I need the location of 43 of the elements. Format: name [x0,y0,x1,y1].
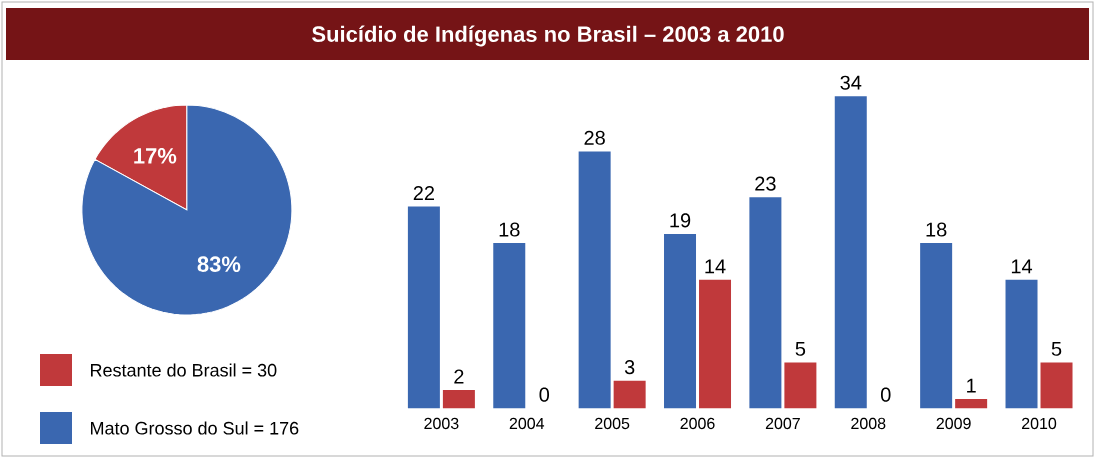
data-label: 34 [840,75,862,90]
data-label: 14 [705,259,726,274]
data-label: 17% [134,148,177,164]
bar [834,96,867,409]
bar [749,197,782,409]
data-label: 28 [584,130,605,145]
bar [955,399,988,409]
chart-title: Suicídio de Indígenas no Brasil – 2003 a 2010 [312,25,784,47]
x-tick-label: 2003 [424,417,459,430]
data-label: 83% [197,256,241,272]
bar [1040,362,1073,409]
bar [664,233,697,409]
data-label: 18 [926,222,947,237]
data-label: 1 [967,378,976,393]
bar [407,206,440,409]
bar [784,362,817,409]
data-label: 5 [795,341,806,356]
data-label: 23 [755,176,776,191]
x-tick-label: 2009 [936,417,971,430]
bar [493,243,526,409]
data-label: 18 [499,222,520,237]
x-tick-label: 2004 [509,417,545,430]
x-tick-label: 2006 [680,417,715,430]
data-label: 0 [880,387,891,402]
data-label: 3 [624,360,635,375]
data-label: 2 [454,369,464,384]
x-tick-label: 2008 [851,417,886,430]
bar [613,380,646,409]
bar [442,389,475,409]
x-tick-label: 2010 [1022,417,1057,430]
bar [699,279,732,409]
legend-label: Restante do Brasil = 30 [91,363,277,377]
data-label: 5 [1051,341,1062,356]
data-label: 22 [413,185,434,200]
data-label: 0 [539,387,550,402]
data-label: 14 [1011,259,1033,274]
bar [578,151,611,409]
x-tick-label: 2005 [595,417,630,430]
data-label: 19 [670,213,691,228]
legend-label: Mato Grosso do Sul = 176 [91,421,299,435]
bar [920,243,953,409]
x-tick-label: 2007 [765,417,800,430]
bar [1005,279,1038,409]
